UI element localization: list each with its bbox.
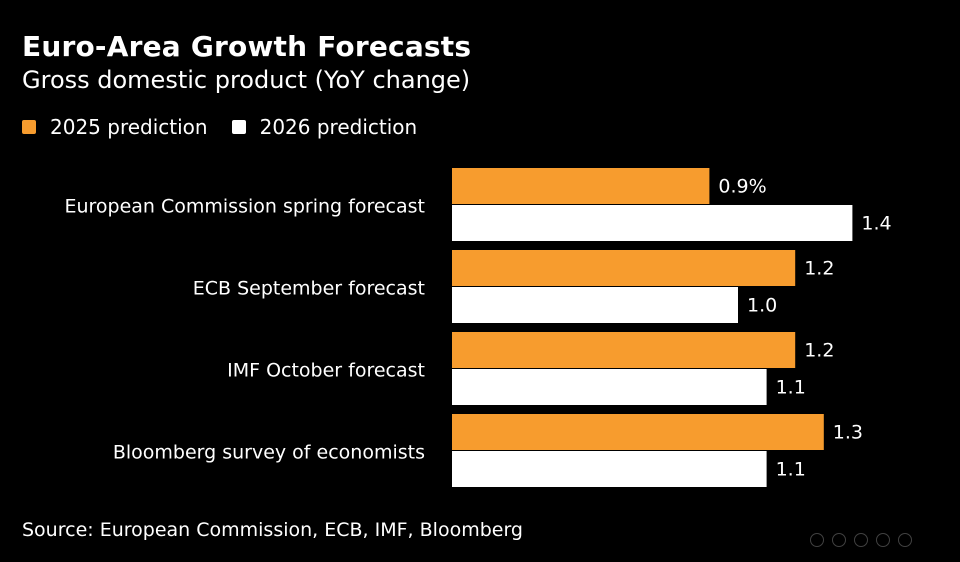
- watermark-dot: [832, 533, 846, 547]
- legend-item-2026: 2026 prediction: [231, 115, 418, 139]
- category-label: IMF October forecast: [227, 360, 425, 382]
- bar-value-label: 1.1: [776, 377, 806, 399]
- bar-2026: [452, 287, 738, 323]
- watermark-dot: [810, 533, 824, 547]
- chart-subtitle: Gross domestic product (YoY change): [22, 66, 471, 94]
- source-note: Source: European Commission, ECB, IMF, B…: [22, 519, 523, 541]
- bar-2025: [452, 250, 796, 286]
- watermark-dot: [898, 533, 912, 547]
- bar-value-label: 1.2: [804, 258, 834, 280]
- bar-value-label: 1.2: [804, 340, 834, 362]
- bar-2025: [452, 332, 796, 368]
- bar-2025: [452, 168, 710, 204]
- bar-2026: [452, 205, 853, 241]
- bar-2026: [452, 369, 767, 405]
- legend-label-2025: 2025 prediction: [50, 115, 208, 139]
- watermark-dot: [876, 533, 890, 547]
- watermark-dot: [854, 533, 868, 547]
- bar-value-label: 1.4: [861, 213, 891, 235]
- legend-swatch-2026: [231, 120, 246, 134]
- bar-value-label: 1.1: [776, 459, 806, 481]
- category-label: European Commission spring forecast: [64, 196, 425, 218]
- category-label: Bloomberg survey of economists: [113, 442, 425, 464]
- bar-2026: [452, 451, 767, 487]
- legend-swatch-2025: [22, 120, 36, 134]
- bar-value-label: 0.9%: [718, 176, 766, 198]
- bar-2025: [452, 414, 824, 450]
- chart-title: Euro-Area Growth Forecasts: [22, 30, 472, 63]
- legend: 2025 prediction 2026 prediction: [22, 115, 441, 139]
- category-label: ECB September forecast: [193, 278, 425, 300]
- bar-value-label: 1.3: [833, 422, 863, 444]
- legend-label-2026: 2026 prediction: [259, 115, 418, 139]
- bar-value-label: 1.0: [747, 295, 777, 317]
- watermark: [810, 532, 950, 554]
- legend-item-2025: 2025 prediction: [22, 115, 208, 139]
